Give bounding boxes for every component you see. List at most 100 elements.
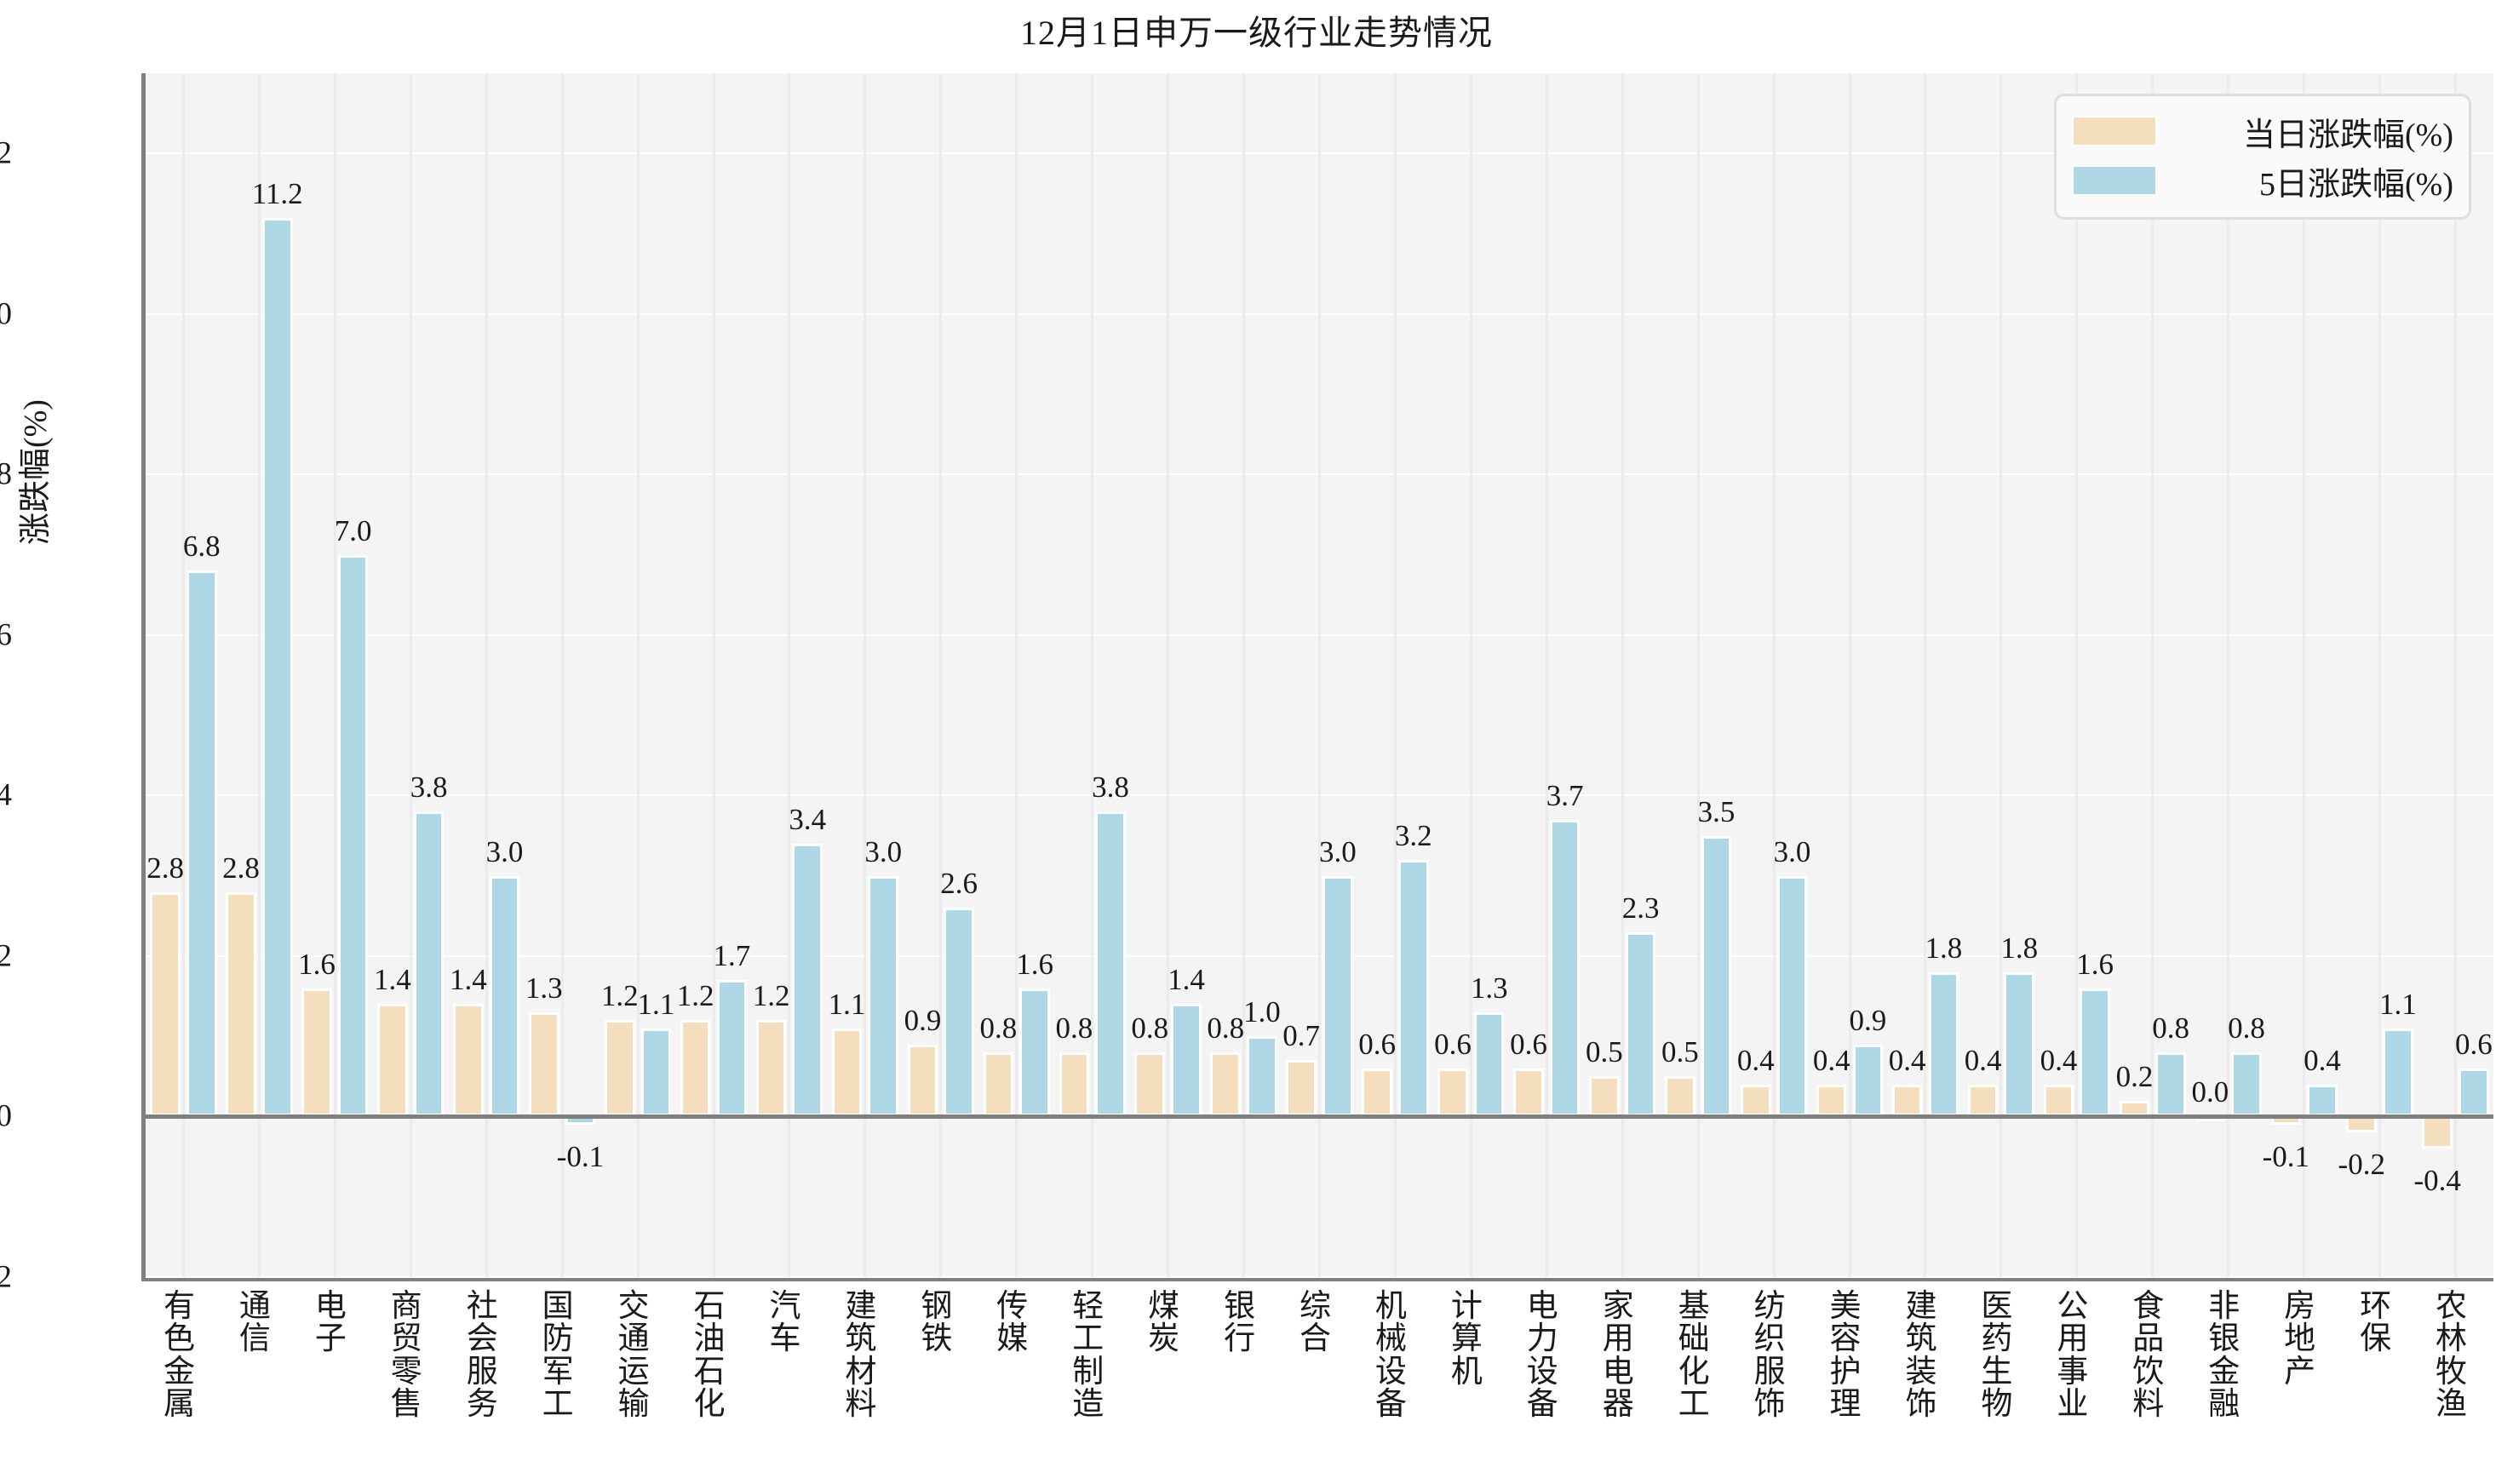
bar[interactable] <box>1740 1084 1771 1117</box>
legend-label: 5日涨跌幅(%) <box>2259 166 2453 203</box>
chart-legend[interactable]: 当日涨跌幅(%) 5日涨跌幅(%) <box>2054 94 2471 220</box>
bar[interactable] <box>604 1020 635 1117</box>
x-tick-label: 医药生物 <box>1981 1289 2013 1423</box>
bar[interactable] <box>1852 1044 1884 1117</box>
bar[interactable] <box>1665 1076 1695 1117</box>
legend-item[interactable]: 5日涨跌幅(%) <box>2072 156 2453 205</box>
bar-value-label: 0.4 <box>1888 1043 1926 1077</box>
x-tick-label: 综合 <box>1300 1289 1331 1357</box>
y-tick-label: 12 <box>0 135 12 171</box>
bar-value-label: -0.4 <box>2413 1164 2461 1198</box>
bar[interactable] <box>1701 835 1732 1117</box>
bar[interactable] <box>680 1020 711 1117</box>
gridline-vertical <box>1848 73 1851 1277</box>
bar[interactable] <box>868 875 898 1117</box>
bar[interactable] <box>489 875 520 1117</box>
bar[interactable] <box>1019 988 1050 1117</box>
bar[interactable] <box>2155 1052 2186 1117</box>
bar-value-label: 0.9 <box>1849 1003 1887 1037</box>
bar[interactable] <box>186 570 217 1117</box>
bar[interactable] <box>2422 1116 2453 1149</box>
bar[interactable] <box>1286 1060 1317 1117</box>
gridline-vertical <box>257 73 261 1277</box>
bar[interactable] <box>2043 1084 2074 1117</box>
bar[interactable] <box>377 1004 408 1117</box>
gridline-vertical <box>1772 73 1776 1277</box>
bar-value-label: 1.7 <box>713 939 751 973</box>
bar[interactable] <box>453 1004 484 1117</box>
bar-group: 0.4 0.9 <box>1812 73 1888 1277</box>
bar[interactable] <box>907 1044 938 1117</box>
bar-group: 1.2 1.7 <box>676 73 752 1277</box>
bar[interactable] <box>261 217 293 1117</box>
gridline-vertical <box>1242 73 1246 1277</box>
bar-value-label: 1.1 <box>637 987 675 1021</box>
bar-value-label: 0.8 <box>979 1011 1018 1046</box>
bar[interactable] <box>1247 1036 1277 1117</box>
page-title: 12月1日申万一级行业走势情况 <box>1020 14 1493 52</box>
x-tick-label: 食品饮料 <box>2132 1289 2165 1423</box>
bar[interactable] <box>150 891 181 1117</box>
bar-value-label: 1.8 <box>2000 931 2039 965</box>
bar[interactable] <box>716 980 748 1117</box>
x-tick-label: 建筑装饰 <box>1905 1289 1937 1423</box>
bar[interactable] <box>2458 1068 2489 1117</box>
bar-group: 0.6 3.2 <box>1357 73 1433 1277</box>
gridline-vertical <box>1318 73 1321 1277</box>
bar[interactable] <box>1134 1052 1166 1117</box>
bar-value-label: -0.1 <box>2262 1139 2310 1173</box>
bar-group: 0.8 3.8 <box>1054 73 1130 1277</box>
bar-group: 0.8 1.4 <box>1130 73 1206 1277</box>
bar[interactable] <box>983 1052 1014 1117</box>
bar[interactable] <box>1059 1052 1090 1117</box>
bar[interactable] <box>1928 971 1959 1117</box>
bar[interactable] <box>1816 1084 1847 1117</box>
bar[interactable] <box>1210 1052 1241 1117</box>
bar[interactable] <box>1513 1068 1544 1117</box>
bar[interactable] <box>831 1028 863 1117</box>
bar[interactable] <box>1362 1068 1392 1117</box>
bar-value-label: 2.8 <box>146 851 184 885</box>
bar[interactable] <box>301 988 332 1117</box>
zero-baseline <box>146 1114 2493 1120</box>
bar[interactable] <box>413 811 445 1117</box>
bar[interactable] <box>640 1028 672 1117</box>
bar[interactable] <box>2004 971 2035 1117</box>
gridline-vertical <box>712 73 715 1277</box>
bar-group: -0.1 0.4 <box>2263 73 2342 1277</box>
bar[interactable] <box>2307 1084 2338 1117</box>
bar-group: 0.9 2.6 <box>903 73 978 1277</box>
bar[interactable] <box>1095 811 1126 1117</box>
bar-value-label: 1.1 <box>828 987 866 1021</box>
bar[interactable] <box>1776 875 1808 1117</box>
x-tick-label: 电子 <box>314 1289 347 1357</box>
legend-item[interactable]: 当日涨跌幅(%) <box>2072 106 2453 156</box>
x-tick-label: 纺织服饰 <box>1753 1289 1786 1423</box>
gridline-vertical <box>1924 73 1927 1277</box>
bar[interactable] <box>2383 1028 2413 1117</box>
bar[interactable] <box>337 554 369 1117</box>
bar[interactable] <box>2080 988 2110 1117</box>
bar[interactable] <box>1437 1068 1468 1117</box>
bar[interactable] <box>1171 1004 1202 1117</box>
bar-group: 0.6 3.7 <box>1509 73 1585 1277</box>
bar-group: 0.4 1.8 <box>1888 73 1964 1277</box>
bar[interactable] <box>226 891 256 1117</box>
x-tick-label: 有色金属 <box>163 1289 195 1423</box>
bar[interactable] <box>1473 1011 1505 1117</box>
bar[interactable] <box>944 908 974 1117</box>
bar[interactable] <box>1625 931 1656 1117</box>
bar[interactable] <box>1322 875 1353 1117</box>
bar[interactable] <box>1589 1076 1620 1117</box>
bar[interactable] <box>1397 859 1429 1117</box>
gridline-vertical <box>560 73 564 1277</box>
legend-label: 当日涨跌幅(%) <box>2243 117 2453 153</box>
x-tick-label: 通信 <box>238 1289 271 1357</box>
bar[interactable] <box>1891 1084 1923 1117</box>
gridline-vertical <box>2378 73 2382 1277</box>
gridline-vertical <box>1469 73 1472 1277</box>
bar[interactable] <box>529 1011 559 1117</box>
bar[interactable] <box>1549 819 1581 1117</box>
bar[interactable] <box>1967 1084 1999 1117</box>
bar[interactable] <box>755 1020 787 1117</box>
